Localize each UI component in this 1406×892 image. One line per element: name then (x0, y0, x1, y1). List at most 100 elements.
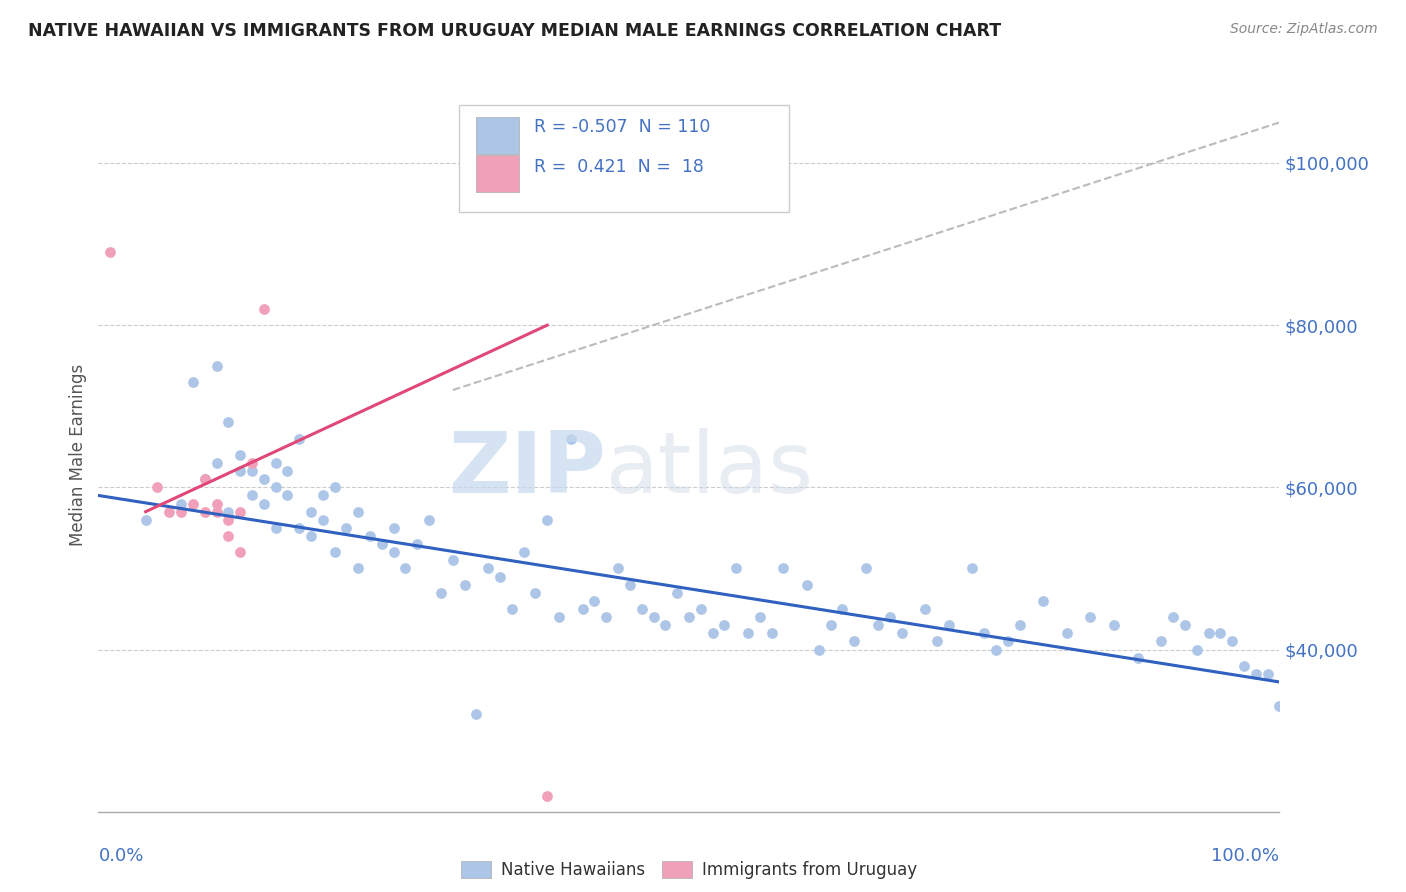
Point (1233, 658, 1256, 673)
Text: 0.0%: 0.0% (98, 847, 143, 865)
Text: ZIP: ZIP (449, 427, 606, 511)
Point (654, 618, 676, 632)
Point (689, 602, 711, 616)
FancyBboxPatch shape (477, 118, 519, 154)
Point (536, 789, 558, 803)
Point (335, 521, 357, 535)
Point (299, 505, 322, 519)
Point (1244, 666, 1267, 681)
Point (276, 464, 298, 478)
Point (595, 610, 617, 624)
Point (796, 577, 818, 591)
Point (583, 594, 606, 608)
Point (643, 610, 665, 624)
Point (98, 245, 121, 260)
Point (217, 505, 239, 519)
Point (146, 480, 169, 494)
Point (489, 569, 512, 583)
Point (761, 626, 783, 640)
Point (866, 618, 889, 632)
Point (1209, 626, 1232, 640)
Point (312, 488, 335, 502)
FancyBboxPatch shape (458, 105, 789, 212)
Text: R = -0.507  N = 110: R = -0.507 N = 110 (534, 119, 710, 136)
Point (347, 505, 370, 519)
Point (1080, 610, 1102, 624)
Point (737, 626, 759, 640)
Point (607, 561, 630, 575)
Text: Source: ZipAtlas.com: Source: ZipAtlas.com (1230, 22, 1378, 37)
Point (382, 521, 405, 535)
Point (229, 448, 252, 462)
Point (194, 472, 217, 486)
Point (288, 521, 311, 535)
Point (772, 561, 794, 575)
Point (512, 545, 534, 559)
Legend: Native Hawaiians, Immigrants from Uruguay: Native Hawaiians, Immigrants from Urugua… (454, 854, 924, 886)
Point (1032, 594, 1054, 608)
Point (1102, 618, 1125, 632)
Point (135, 513, 157, 527)
Point (879, 610, 901, 624)
Point (807, 642, 830, 657)
Point (194, 472, 217, 486)
Point (205, 359, 228, 373)
Point (997, 634, 1019, 648)
Text: atlas: atlas (606, 427, 814, 511)
Point (725, 561, 748, 575)
Point (205, 505, 228, 519)
Point (1220, 634, 1243, 648)
Point (170, 505, 193, 519)
Point (253, 301, 276, 316)
Y-axis label: Median Male Earnings: Median Male Earnings (69, 364, 87, 546)
Point (240, 456, 263, 470)
Point (253, 497, 276, 511)
Point (264, 456, 287, 470)
Point (371, 537, 394, 551)
Point (347, 561, 370, 575)
Point (264, 521, 287, 535)
Point (973, 626, 995, 640)
Point (465, 707, 488, 722)
Point (1008, 618, 1031, 632)
Point (288, 432, 311, 446)
Point (501, 602, 523, 616)
Point (359, 529, 381, 543)
Point (477, 561, 499, 575)
Point (925, 634, 948, 648)
Point (217, 416, 239, 430)
Point (229, 505, 252, 519)
Point (217, 529, 239, 543)
Point (453, 577, 475, 591)
Point (536, 513, 558, 527)
Point (1185, 642, 1208, 657)
Point (406, 537, 429, 551)
Point (229, 464, 252, 478)
Point (194, 505, 217, 519)
Point (264, 480, 287, 494)
Point (914, 602, 936, 616)
Point (571, 602, 593, 616)
Point (276, 488, 298, 502)
Point (1150, 634, 1173, 648)
Point (181, 375, 204, 389)
Point (855, 561, 877, 575)
Text: NATIVE HAWAIIAN VS IMMIGRANTS FROM URUGUAY MEDIAN MALE EARNINGS CORRELATION CHAR: NATIVE HAWAIIAN VS IMMIGRANTS FROM URUGU… (28, 22, 1001, 40)
Point (560, 432, 582, 446)
Point (1198, 626, 1220, 640)
Point (524, 586, 547, 600)
Point (299, 529, 322, 543)
Text: 100.0%: 100.0% (1212, 847, 1279, 865)
Point (253, 472, 276, 486)
Point (170, 497, 193, 511)
Point (157, 505, 180, 519)
Point (548, 610, 571, 624)
Point (240, 488, 263, 502)
Point (430, 586, 453, 600)
Point (1174, 618, 1197, 632)
FancyBboxPatch shape (477, 155, 519, 193)
Point (702, 626, 724, 640)
Point (323, 545, 346, 559)
Point (678, 610, 700, 624)
Point (229, 545, 252, 559)
